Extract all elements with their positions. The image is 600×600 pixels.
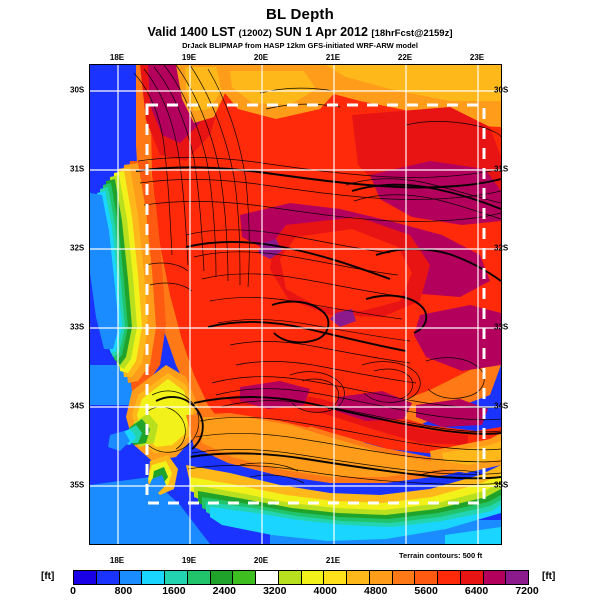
colorbar-swatch-14 [392, 571, 416, 584]
colorbar-swatch-3 [142, 571, 165, 584]
colorbar-label-3: 2400 [212, 585, 237, 597]
lat-tick-left-5: 35S [70, 480, 85, 490]
lon-tick-top-5: 23E [469, 53, 485, 62]
lon-tick-top-1: 19E [181, 53, 197, 62]
valid-date: SUN 1 Apr 2012 [275, 25, 368, 39]
colorbar-label-0: 0 [70, 585, 76, 597]
lat-tick-left-0: 30S [70, 85, 85, 95]
lon-tick-bottom-1: 19E [181, 556, 197, 565]
colorbar-swatch-0 [74, 571, 97, 584]
colorbar-swatch-5 [187, 571, 211, 584]
map-plot-area[interactable] [89, 64, 502, 545]
colorbar-label-4: 3200 [263, 585, 287, 597]
valid-time-line: Valid 1400 LST (1200Z) SUN 1 Apr 2012 [1… [0, 25, 600, 39]
valid-prefix: Valid 1400 LST [147, 25, 236, 39]
colorbar-swatch-16 [438, 571, 461, 584]
colorbar-label-2: 1600 [162, 585, 186, 597]
forecast-stamp: [18hrFcst@2159z] [371, 28, 453, 39]
colorbar-swatch-9 [278, 571, 302, 584]
colorbar-swatch-4 [165, 571, 188, 584]
lat-tick-right-1: 31S [494, 164, 509, 174]
colorbar-swatch-19 [506, 571, 528, 584]
lat-tick-right-3: 33S [494, 322, 509, 332]
colorbar-swatches [73, 570, 529, 585]
lon-tick-top-4: 22E [397, 53, 413, 62]
lat-tick-left-2: 32S [70, 243, 85, 253]
colorbar-label-1: 800 [114, 585, 133, 597]
lon-tick-top-3: 21E [325, 53, 341, 62]
colorbar-label-9: 7200 [515, 585, 539, 597]
lon-tick-bottom-2: 20E [253, 556, 269, 565]
colorbar-legend: [ft] [ft] 0 800 1600 2400 3200 4000 4800 5600 64… [0, 566, 600, 600]
colorbar-swatch-12 [347, 571, 370, 584]
colorbar-unit-left: [ft] [41, 571, 55, 582]
lat-tick-right-4: 34S [494, 401, 509, 411]
valid-utc: (1200Z) [238, 28, 272, 39]
colorbar-swatch-13 [369, 571, 393, 584]
colorbar-swatch-7 [233, 571, 256, 584]
terrain-contour-note: Terrain contours: 500 ft [399, 551, 483, 560]
colorbar-label-5: 4000 [313, 585, 337, 597]
colorbar-swatch-1 [96, 571, 120, 584]
model-description: DrJack BLIPMAP from HASP 12km GFS-initia… [182, 41, 418, 50]
page-title: BL Depth [266, 6, 334, 23]
lon-tick-top-2: 20E [253, 53, 269, 62]
colorbar-label-7: 5600 [414, 585, 438, 597]
colorbar-swatch-18 [483, 571, 507, 584]
lat-tick-right-5: 35S [494, 480, 509, 490]
colorbar-swatch-15 [415, 571, 438, 584]
colorbar-swatch-11 [324, 571, 347, 584]
lat-tick-right-0: 30S [494, 85, 509, 95]
lat-tick-left-1: 31S [70, 164, 85, 174]
colorbar-label-8: 6400 [464, 585, 489, 597]
colorbar-swatch-6 [210, 571, 234, 584]
colorbar-swatch-17 [460, 571, 484, 584]
lon-tick-bottom-3: 21E [325, 556, 341, 565]
colorbar-swatch-10 [301, 571, 325, 584]
colorbar-swatch-8 [256, 571, 279, 584]
bl-depth-field [90, 65, 501, 544]
lat-tick-left-4: 34S [70, 401, 85, 411]
lat-tick-left-3: 33S [70, 322, 85, 332]
colorbar-swatch-2 [119, 571, 143, 584]
lon-tick-bottom-0: 18E [109, 556, 125, 565]
lon-tick-top-0: 18E [109, 53, 125, 62]
colorbar-label-6: 4800 [363, 585, 388, 597]
bl-depth-contour-svg [90, 65, 501, 544]
lat-tick-right-2: 32S [494, 243, 509, 253]
colorbar-unit-right: [ft] [542, 571, 556, 582]
